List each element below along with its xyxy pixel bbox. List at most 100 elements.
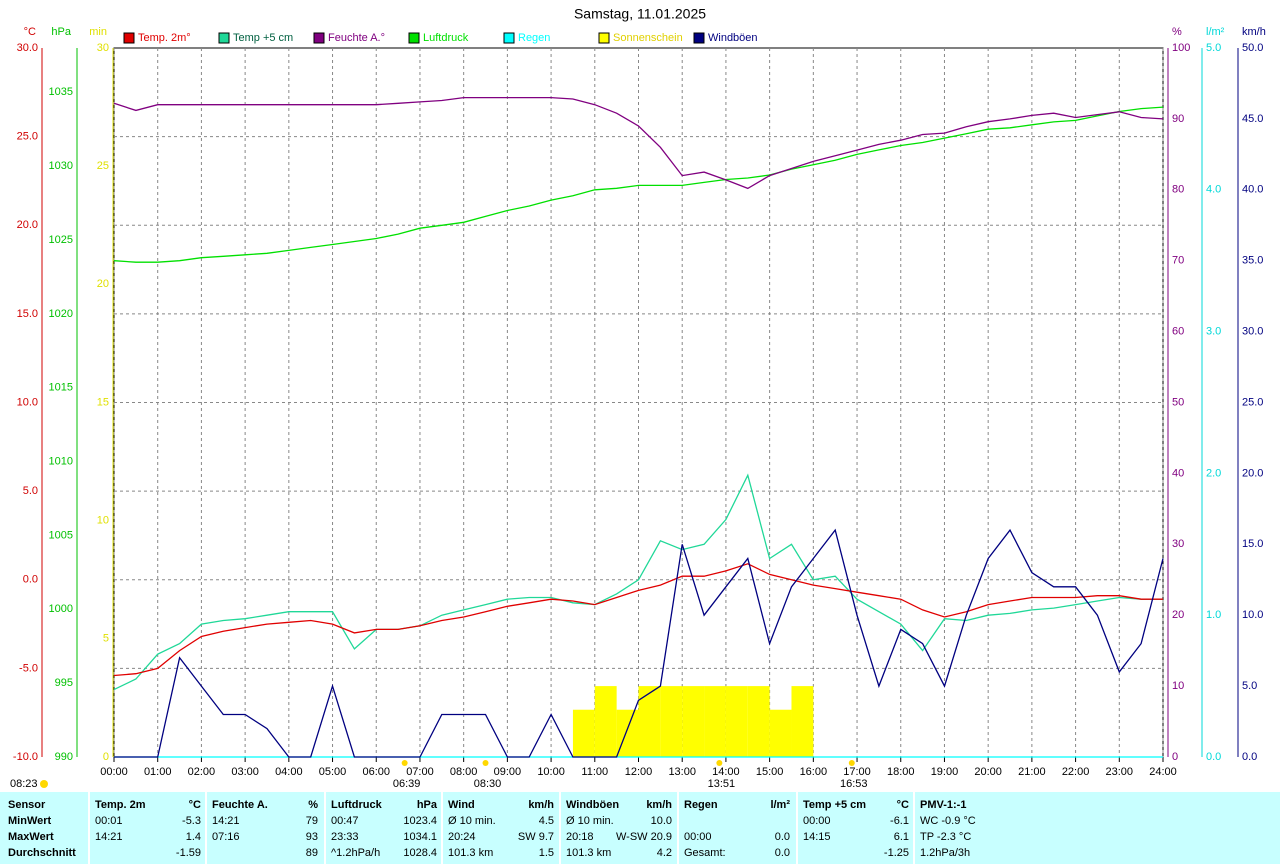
y-tick-label: 1.0	[1206, 609, 1221, 621]
y-tick-label: 15.0	[17, 308, 38, 320]
legend-swatch	[598, 32, 610, 44]
y-tick-label: 1035	[49, 86, 73, 98]
cell-time: 00:01	[95, 815, 123, 827]
sun-icon	[848, 760, 855, 766]
cell-value: -1.59	[175, 847, 201, 859]
x-tick-label: 18:00	[887, 766, 915, 778]
column-header: Windböen	[566, 799, 620, 811]
x-tick-label: 06:00	[362, 766, 390, 778]
column-separator	[205, 792, 207, 864]
y-tick-label: 30	[1172, 538, 1184, 550]
cell-value: 10.0	[650, 815, 672, 827]
y-tick-label: 20.0	[17, 219, 38, 231]
y-tick-label: 15	[97, 396, 109, 408]
sun-icon	[716, 760, 723, 766]
cell-value: 4.5	[538, 815, 554, 827]
x-tick-label: 11:00	[581, 766, 608, 778]
y-tick-label: 60	[1172, 326, 1184, 338]
cell-time: Ø 10 min.	[448, 815, 496, 827]
annotation: 13:51	[708, 778, 736, 790]
cell-time: ^1.2hPa/h	[331, 847, 381, 859]
legend-swatch	[123, 32, 135, 44]
cell-time: 00:00	[684, 831, 712, 843]
column-header: Regen	[684, 799, 718, 811]
axis-unit: hPa	[51, 26, 71, 38]
chart-title: Samstag, 11.01.2025	[574, 6, 706, 22]
cell-time: Gesamt:	[684, 847, 726, 859]
y-tick-label: -10.0	[13, 751, 38, 763]
row-label: MaxWert	[8, 831, 54, 843]
y-tick-label: 1005	[49, 529, 73, 541]
y-tick-label: 5	[103, 633, 109, 645]
cell-value: 0.0	[774, 847, 790, 859]
cell-time: 07:16	[212, 831, 240, 843]
y-tick-label: 2.0	[1206, 467, 1221, 479]
legend-label: Feuchte A.°	[328, 32, 385, 44]
y-tick-label: 0	[103, 751, 109, 763]
x-tick-label: 17:00	[843, 766, 871, 778]
cell-time: 101.3 km	[566, 847, 612, 859]
cell-value: 6.1	[893, 831, 909, 843]
y-tick-label: 35.0	[1242, 255, 1263, 267]
legend-label: Temp. 2m°	[138, 32, 191, 44]
x-tick-label: 20:00	[974, 766, 1002, 778]
row-label: MinWert	[8, 815, 52, 827]
x-tick-label: 03:00	[231, 766, 259, 778]
axis-unit: l/m²	[1206, 26, 1225, 38]
y-tick-label: 0.0	[1206, 751, 1221, 763]
y-tick-label: -5.0	[19, 662, 38, 674]
legend-swatch	[313, 32, 325, 44]
annotation: 08:30	[474, 778, 502, 790]
sunshine-bar	[638, 686, 661, 757]
series-line	[113, 563, 1163, 677]
y-tick-label: 50	[1172, 396, 1184, 408]
sunshine-bar	[572, 709, 595, 757]
legend-swatch	[503, 32, 515, 44]
y-tick-label: 5.0	[1206, 42, 1221, 54]
y-tick-label: 20	[1172, 609, 1184, 621]
legend-swatch	[693, 32, 705, 44]
y-tick-label: 90	[1172, 113, 1184, 125]
column-header: Wind	[448, 799, 475, 811]
y-tick-label: 1015	[49, 382, 73, 394]
column-header: Luftdruck	[331, 799, 382, 811]
x-tick-label: 00:00	[100, 766, 128, 778]
column-header: Temp +5 cm	[803, 799, 867, 811]
sunshine-bar	[747, 686, 770, 757]
cell-value: 1.5	[538, 847, 554, 859]
x-tick-label: 07:00	[406, 766, 434, 778]
column-separator	[677, 792, 679, 864]
legend-label: Windböen	[708, 32, 758, 44]
cell-time: 00:47	[331, 815, 359, 827]
column-unit: km/h	[646, 799, 672, 811]
legend-swatch	[408, 32, 420, 44]
cell-value: 1028.4	[403, 847, 437, 859]
y-tick-label: 40	[1172, 467, 1184, 479]
y-tick-label: 30.0	[17, 42, 38, 54]
y-tick-label: 20.0	[1242, 467, 1263, 479]
x-tick-label: 22:00	[1062, 766, 1090, 778]
cell-value: 89	[305, 847, 318, 859]
y-tick-label: 25.0	[17, 131, 38, 143]
chart: Samstag, 11.01.2025 00:00 01:00 02:00 03:00…	[10, 5, 1266, 790]
sunshine-bar	[791, 686, 814, 757]
x-tick-label: 24:00	[1149, 766, 1177, 778]
annotation: 16:53	[840, 778, 868, 790]
cell-value: W-SW 20.9	[615, 831, 672, 843]
y-tick-label: 4.0	[1206, 184, 1221, 196]
sunshine-bar	[594, 686, 617, 757]
y-tick-label: 30.0	[1242, 326, 1263, 338]
y-tick-label: 10	[1172, 680, 1184, 692]
y-tick-label: 20	[97, 278, 109, 290]
x-tick-label: 15:00	[756, 766, 784, 778]
cell-time: WC -0.9 °C	[920, 815, 976, 827]
cell-time: 23:33	[331, 831, 359, 843]
cell-time: 00:00	[803, 815, 831, 827]
y-tick-label: 1025	[49, 234, 73, 246]
cell-value: -5.3	[182, 815, 201, 827]
cell-value: 4.2	[656, 847, 672, 859]
legend-label: Regen	[518, 32, 550, 44]
column-unit: °C	[188, 799, 201, 811]
column-unit: km/h	[528, 799, 554, 811]
y-tick-label: 50.0	[1242, 42, 1263, 54]
